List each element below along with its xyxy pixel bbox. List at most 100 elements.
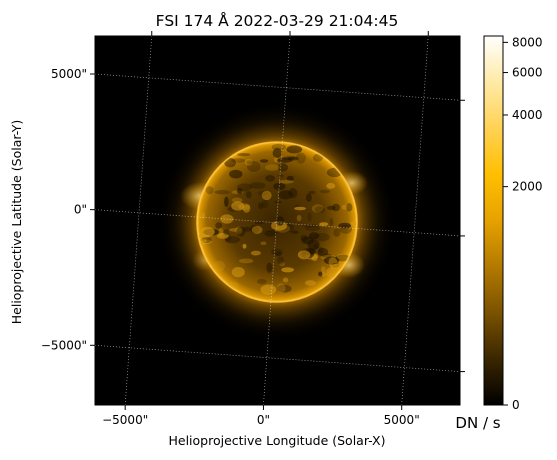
disk-feature xyxy=(258,202,264,210)
colorbar-tick-label-3: 6000 xyxy=(512,66,543,80)
disk-feature xyxy=(307,239,320,250)
disk-feature xyxy=(229,169,243,179)
disk-feature xyxy=(323,256,340,265)
colorbar-fill xyxy=(484,36,503,405)
disk-feature xyxy=(212,260,226,272)
disk-feature xyxy=(277,157,293,163)
disk-feature xyxy=(271,143,286,151)
disk-feature xyxy=(251,225,263,234)
grid-line-lat-0 xyxy=(95,73,460,101)
disk-feature xyxy=(281,267,294,273)
colorbar: 0 2000 4000 6000 8000 xyxy=(483,35,543,412)
x-axis: −5000" 0" 5000" xyxy=(102,31,429,427)
x-tick-label-1: 0" xyxy=(257,413,270,427)
disk-feature xyxy=(277,163,289,172)
y-axis-label: Helioprojective Latitude (Solar-Y) xyxy=(9,120,24,325)
disk-feature xyxy=(236,226,246,237)
disk-feature xyxy=(341,204,349,210)
colorbar-tick-label-0: 0 xyxy=(512,398,520,412)
disk-feature xyxy=(304,224,321,232)
disk-feature xyxy=(312,153,323,162)
disk-feature xyxy=(273,156,279,163)
x-tick-label-0: −5000" xyxy=(102,413,148,427)
disk-feature xyxy=(297,250,311,260)
plot-frame xyxy=(94,35,461,406)
disk-feature xyxy=(236,183,253,192)
disk-feature xyxy=(242,243,247,249)
disk-feature xyxy=(278,174,284,178)
disk-feature xyxy=(216,233,229,239)
disk-feature xyxy=(261,190,272,201)
grid-line-lat-2 xyxy=(95,344,460,372)
disk-feature xyxy=(335,254,351,262)
disk-feature xyxy=(224,196,229,208)
disk-feature xyxy=(218,227,224,237)
disk-feature xyxy=(245,191,252,199)
plot-area xyxy=(95,36,460,405)
disk-feature xyxy=(272,148,282,158)
disk-feature xyxy=(266,262,273,273)
x-tick-label-2: 5000" xyxy=(384,413,420,427)
disk-feature xyxy=(308,190,316,195)
disk-feature xyxy=(318,271,323,277)
disk-feature xyxy=(271,248,283,256)
disk-feature xyxy=(274,200,282,204)
y-axis: 5000" 0" −5000" xyxy=(41,67,95,352)
disk-feature xyxy=(256,278,267,285)
y-tick-label-2: −5000" xyxy=(41,338,87,352)
disk-feature xyxy=(305,280,316,286)
disk-feature xyxy=(326,182,336,189)
y-tick-label-1: 0" xyxy=(74,203,87,217)
disk-feature xyxy=(259,159,269,163)
disk-feature xyxy=(264,230,278,237)
disk-feature xyxy=(278,190,293,200)
disk-feature xyxy=(215,222,223,229)
disk-feature xyxy=(261,199,269,209)
disk-feature xyxy=(307,212,312,222)
disk-feature xyxy=(294,206,306,211)
disk-feature xyxy=(302,224,319,228)
colorbar-tick-label-2: 4000 xyxy=(512,108,543,122)
disk-feature xyxy=(246,160,254,165)
disk-feature xyxy=(225,236,240,244)
colorbar-tick-label-4: 8000 xyxy=(512,35,543,49)
disk-feature xyxy=(275,251,282,257)
disk-feature xyxy=(322,272,327,277)
disk-feature xyxy=(231,267,245,278)
disk-feature xyxy=(276,283,286,294)
disk-feature xyxy=(279,261,286,267)
disk-feature xyxy=(223,229,230,235)
solar-limb xyxy=(196,141,358,303)
disk-feature xyxy=(282,277,289,283)
disk-feature xyxy=(317,247,329,257)
disk-feature xyxy=(257,190,268,197)
disk-feature xyxy=(329,218,334,226)
disk-feature xyxy=(278,179,294,184)
disk-feature xyxy=(265,164,280,171)
disk-feature xyxy=(321,266,326,274)
disk-feature xyxy=(336,254,346,260)
coordinate-grid xyxy=(95,36,460,405)
disk-feature xyxy=(306,193,312,202)
disk-feature xyxy=(325,267,336,278)
disk-feature xyxy=(231,197,243,203)
disk-feature xyxy=(244,158,253,166)
disk-feature xyxy=(286,145,303,154)
disk-feature xyxy=(201,236,212,243)
disk-feature xyxy=(242,204,251,213)
disk-feature xyxy=(247,161,261,172)
disk-feature xyxy=(265,175,276,182)
disk-feature xyxy=(339,224,352,234)
disk-feature xyxy=(290,230,299,234)
disk-feature xyxy=(295,152,306,164)
disk-texture xyxy=(197,143,357,295)
disk-feature xyxy=(338,222,352,229)
disk-feature xyxy=(231,158,246,163)
disk-feature xyxy=(201,239,207,243)
disk-feature xyxy=(286,175,294,182)
disk-feature xyxy=(333,228,341,237)
disk-feature xyxy=(330,263,344,270)
disk-feature xyxy=(237,188,243,195)
disk-feature xyxy=(275,224,291,233)
